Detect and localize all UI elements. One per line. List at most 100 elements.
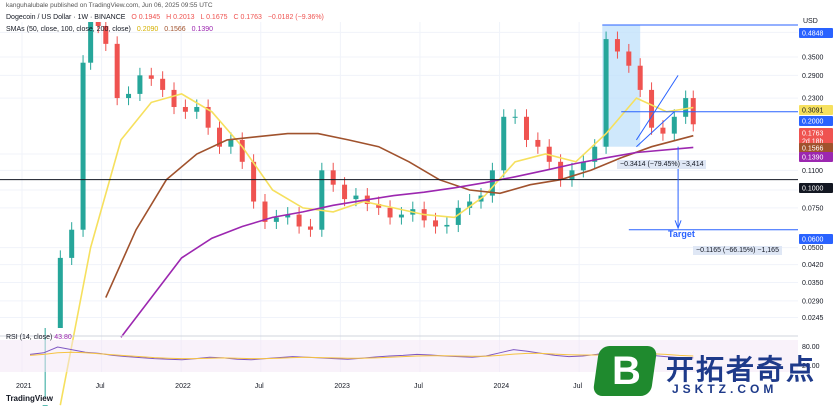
sma200-line bbox=[120, 146, 694, 338]
watermark-title: 开拓者奇点 bbox=[666, 353, 817, 386]
candle-body-36 bbox=[433, 220, 439, 227]
measurement-shading bbox=[602, 25, 641, 147]
projection-lower: −0.1165 (−66.15%) −1,165 bbox=[693, 246, 782, 255]
x-tick-label-1: Jul bbox=[96, 383, 105, 390]
price-tag-bg-7 bbox=[799, 183, 833, 193]
watermark-url: JSKTZ.COM bbox=[672, 382, 778, 396]
price-tag-text-0: 0.4848 bbox=[802, 31, 824, 38]
rsi-axis-label-1: 20.00 bbox=[802, 363, 820, 370]
candle-body-31 bbox=[376, 204, 382, 208]
candle-body-15 bbox=[194, 106, 200, 112]
candle-body-22 bbox=[273, 217, 279, 222]
y-tick-label-12: 0.0245 bbox=[802, 315, 824, 322]
candle-body-17 bbox=[217, 127, 222, 147]
candle-body-50 bbox=[592, 146, 598, 162]
price-tag-bg-0 bbox=[799, 28, 833, 38]
candle-body-2 bbox=[57, 257, 63, 328]
candle-body-24 bbox=[296, 214, 302, 227]
candle-body-8 bbox=[114, 43, 120, 99]
sma-legend: SMAs (50, close, 100, close, 200, close)… bbox=[6, 26, 217, 33]
candle-body-32 bbox=[387, 207, 393, 218]
candle-body-11 bbox=[148, 75, 154, 79]
tradingview-logo[interactable]: TradingView bbox=[6, 394, 53, 403]
price-tag-bg-5 bbox=[799, 143, 833, 153]
candle-body-19 bbox=[239, 139, 245, 162]
sma200-value: 0.1390 bbox=[191, 26, 214, 33]
candle-body-41 bbox=[489, 170, 495, 196]
price-tag-text-8: 0.0600 bbox=[802, 237, 824, 244]
candle-body-3 bbox=[69, 229, 75, 258]
y-tick-label-9: 0.0420 bbox=[802, 262, 824, 269]
candle-body-25 bbox=[307, 226, 313, 230]
target-arrowhead bbox=[674, 220, 682, 230]
y-tick-label-11: 0.0290 bbox=[802, 298, 824, 305]
candle-body-9 bbox=[126, 93, 132, 99]
drop-measure-box bbox=[602, 25, 641, 147]
rsi-ma-line bbox=[29, 351, 694, 360]
candle-body-4 bbox=[80, 62, 86, 230]
rsi-panel bbox=[0, 340, 798, 372]
y-tick-label-5: 0.1100 bbox=[802, 168, 823, 175]
candle-body-44 bbox=[523, 116, 529, 140]
price-tag-text-2: 0.2000 bbox=[802, 119, 824, 126]
candle-body-20 bbox=[251, 161, 257, 202]
candle-body-28 bbox=[342, 184, 348, 200]
y-tick-label-3: 0.2300 bbox=[802, 96, 824, 103]
projection-upper: −0.3414 (−79.45%) −3,414 bbox=[617, 160, 707, 169]
price-tag-text-6: 0.1390 bbox=[802, 155, 824, 162]
currency-label: USD bbox=[803, 18, 818, 25]
candle-body-38 bbox=[455, 207, 461, 225]
candle-body-45 bbox=[535, 139, 541, 147]
candle-body-12 bbox=[160, 78, 166, 90]
symbol-line: Dogecoin / US Dollar · 1W · BINANCE O 0.… bbox=[6, 14, 328, 21]
candle-body-54 bbox=[637, 65, 643, 90]
candle-body-14 bbox=[182, 106, 188, 112]
price-tag-text-7: 0.1000 bbox=[802, 186, 824, 193]
y-tick-label-10: 0.0350 bbox=[802, 280, 824, 287]
candle-body-43 bbox=[512, 116, 518, 118]
x-tick-label-6: 2024 bbox=[494, 383, 510, 390]
y-tick-label-1: 0.3500 bbox=[802, 54, 824, 61]
sma100-line bbox=[105, 132, 694, 298]
symbol-name[interactable]: Dogecoin / US Dollar · 1W · BINANCE bbox=[6, 14, 126, 21]
rising-wedge bbox=[635, 75, 679, 148]
candle-body-29 bbox=[353, 195, 359, 200]
candle-body-13 bbox=[171, 89, 177, 107]
rsi-label[interactable]: RSI (14, close) bbox=[6, 334, 53, 341]
candle-body-58 bbox=[683, 98, 689, 117]
candle-body-51 bbox=[603, 39, 609, 147]
candle-body-42 bbox=[501, 116, 507, 171]
sma-legend-label[interactable]: SMAs (50, close, 100, close, 200, close) bbox=[6, 26, 131, 33]
y-tick-label-8: 0.0500 bbox=[802, 245, 824, 252]
candle-body-39 bbox=[467, 201, 473, 208]
candle-body-7 bbox=[103, 25, 109, 44]
x-tick-label-2: 2022 bbox=[175, 383, 191, 390]
ohlc-close: C 0.1763 bbox=[233, 14, 262, 21]
y-tick-label-2: 0.2900 bbox=[802, 73, 824, 80]
candle-body-53 bbox=[626, 51, 632, 66]
candle-body-49 bbox=[580, 161, 586, 171]
rsi-value: 43.80 bbox=[54, 334, 72, 341]
rsi-legend: RSI (14, close) 43.80 bbox=[6, 334, 72, 341]
price-tag-bg-6 bbox=[799, 152, 833, 162]
candle-body-18 bbox=[228, 139, 234, 147]
x-tick-label-0: 2021 bbox=[16, 383, 32, 390]
candle-body-47 bbox=[558, 161, 564, 180]
price-tag-bg-2 bbox=[799, 116, 833, 126]
x-tick-label-7: Jul bbox=[573, 383, 582, 390]
x-tick-label-4: 2023 bbox=[334, 383, 350, 390]
target-label: Target bbox=[668, 229, 695, 239]
price-tag-text-1: 0.3091 bbox=[802, 108, 824, 115]
candle-body-56 bbox=[660, 127, 666, 134]
drawing-tools bbox=[0, 24, 798, 231]
ohlc-change: −0.0182 (−9.36%) bbox=[267, 14, 324, 21]
price-tag-bg-8 bbox=[799, 234, 833, 244]
candle-body-26 bbox=[319, 170, 325, 230]
price-tag-bg-1 bbox=[799, 105, 833, 115]
candle-body-59 bbox=[690, 98, 696, 125]
sma-lines bbox=[59, 93, 694, 406]
price-tag-text-4: 2d 18h bbox=[802, 139, 824, 146]
candle-body-16 bbox=[205, 106, 211, 128]
